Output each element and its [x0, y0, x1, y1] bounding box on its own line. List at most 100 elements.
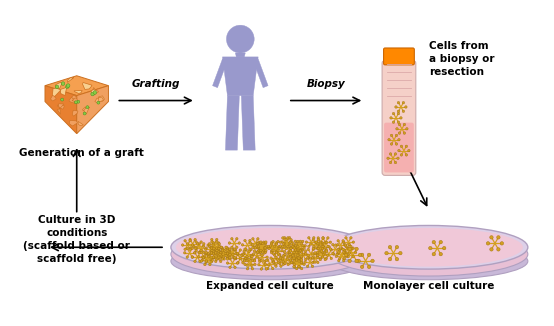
- Circle shape: [270, 243, 273, 245]
- Circle shape: [322, 245, 325, 248]
- Circle shape: [287, 255, 289, 257]
- Circle shape: [289, 247, 291, 250]
- Circle shape: [403, 123, 406, 126]
- Circle shape: [337, 252, 339, 255]
- Circle shape: [317, 247, 320, 250]
- Circle shape: [221, 258, 224, 260]
- Circle shape: [307, 254, 310, 257]
- Circle shape: [253, 258, 256, 261]
- Polygon shape: [69, 121, 78, 126]
- Circle shape: [66, 84, 70, 87]
- Polygon shape: [68, 78, 74, 82]
- Circle shape: [355, 259, 358, 263]
- Circle shape: [213, 256, 215, 259]
- Circle shape: [314, 252, 316, 254]
- Circle shape: [242, 261, 244, 264]
- Circle shape: [226, 253, 229, 255]
- Circle shape: [395, 245, 399, 249]
- Circle shape: [217, 248, 219, 251]
- Circle shape: [235, 238, 238, 240]
- Circle shape: [322, 253, 325, 255]
- Circle shape: [388, 258, 392, 261]
- Polygon shape: [73, 110, 78, 116]
- Circle shape: [267, 245, 270, 248]
- Ellipse shape: [171, 226, 369, 269]
- Circle shape: [195, 247, 198, 249]
- Circle shape: [220, 255, 222, 257]
- Circle shape: [208, 256, 210, 258]
- Circle shape: [396, 127, 398, 130]
- Circle shape: [222, 257, 224, 259]
- Circle shape: [203, 256, 205, 259]
- Circle shape: [317, 239, 320, 241]
- Circle shape: [328, 245, 330, 248]
- Circle shape: [244, 248, 246, 250]
- Circle shape: [332, 244, 334, 246]
- Circle shape: [205, 260, 208, 262]
- Polygon shape: [58, 105, 64, 109]
- Circle shape: [213, 242, 215, 244]
- Circle shape: [399, 117, 402, 119]
- Polygon shape: [60, 87, 67, 96]
- Circle shape: [272, 261, 275, 264]
- Circle shape: [300, 259, 303, 261]
- Circle shape: [229, 266, 231, 269]
- Circle shape: [326, 254, 329, 257]
- Circle shape: [281, 245, 284, 248]
- Circle shape: [275, 242, 278, 244]
- Circle shape: [342, 259, 345, 262]
- Circle shape: [345, 237, 347, 239]
- Circle shape: [191, 256, 194, 258]
- Circle shape: [261, 242, 264, 245]
- Circle shape: [198, 243, 200, 245]
- Circle shape: [194, 252, 196, 254]
- Circle shape: [258, 258, 261, 261]
- Circle shape: [288, 242, 291, 244]
- Circle shape: [242, 253, 244, 256]
- Circle shape: [194, 238, 196, 241]
- Circle shape: [279, 262, 281, 265]
- Circle shape: [395, 106, 397, 108]
- Circle shape: [398, 149, 400, 152]
- Circle shape: [271, 259, 274, 261]
- Circle shape: [296, 254, 299, 257]
- Circle shape: [60, 98, 64, 101]
- Circle shape: [245, 257, 247, 259]
- Circle shape: [321, 256, 324, 259]
- Circle shape: [213, 256, 215, 259]
- Circle shape: [209, 255, 211, 257]
- Circle shape: [307, 257, 310, 259]
- Text: Expanded cell culture: Expanded cell culture: [206, 281, 334, 291]
- Circle shape: [329, 241, 332, 244]
- Circle shape: [319, 250, 321, 252]
- Circle shape: [97, 101, 100, 104]
- Circle shape: [311, 265, 314, 268]
- Circle shape: [218, 249, 220, 252]
- Circle shape: [266, 256, 268, 259]
- Circle shape: [229, 248, 231, 251]
- Circle shape: [311, 253, 314, 255]
- Circle shape: [198, 251, 200, 254]
- Circle shape: [300, 257, 302, 260]
- Circle shape: [273, 254, 276, 256]
- Circle shape: [315, 241, 317, 243]
- Circle shape: [395, 134, 398, 137]
- Circle shape: [294, 240, 296, 243]
- Circle shape: [184, 248, 186, 251]
- Circle shape: [312, 248, 315, 251]
- Circle shape: [281, 237, 284, 239]
- Circle shape: [189, 248, 191, 251]
- Circle shape: [321, 242, 324, 245]
- Circle shape: [263, 246, 266, 249]
- Circle shape: [327, 245, 329, 248]
- Circle shape: [86, 106, 89, 109]
- Circle shape: [387, 157, 389, 159]
- Circle shape: [83, 112, 86, 115]
- Circle shape: [324, 258, 326, 261]
- Circle shape: [299, 240, 301, 243]
- Circle shape: [259, 251, 262, 253]
- Circle shape: [348, 247, 351, 251]
- Circle shape: [332, 253, 335, 255]
- Polygon shape: [213, 59, 228, 88]
- Polygon shape: [58, 104, 64, 108]
